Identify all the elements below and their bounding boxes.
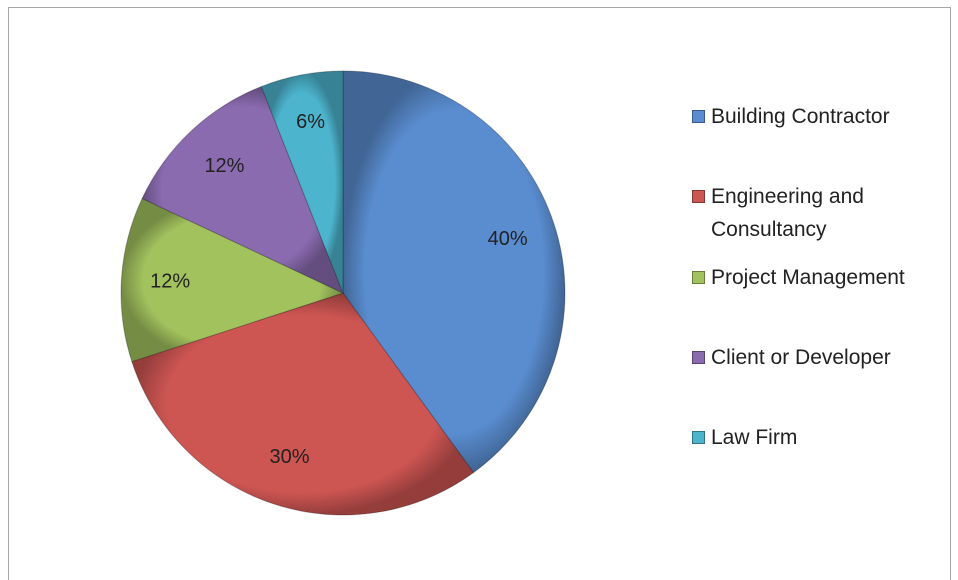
legend-label: Client or Developer (711, 346, 891, 369)
data-label: 6% (296, 111, 325, 133)
legend-item: Engineering and Consultancy (692, 180, 946, 246)
legend-swatch (692, 190, 705, 203)
legend-label: Law Firm (711, 426, 798, 449)
legend-swatch (692, 271, 705, 284)
legend-label: Engineering and Consultancy (711, 185, 864, 241)
legend-swatch (692, 351, 705, 364)
data-label: 12% (204, 155, 244, 177)
legend-item: Client or Developer (692, 341, 891, 374)
data-label: 30% (269, 446, 309, 468)
legend-swatch (692, 110, 705, 123)
data-label: 12% (150, 270, 190, 292)
data-label: 40% (488, 228, 528, 250)
legend-label: Building Contractor (711, 105, 890, 128)
chart-border (8, 7, 951, 580)
legend-label: Project Management (711, 266, 905, 289)
legend-swatch (692, 431, 705, 444)
legend-item: Project Management (692, 261, 905, 294)
legend-item: Law Firm (692, 421, 797, 454)
legend-item: Building Contractor (692, 100, 890, 133)
